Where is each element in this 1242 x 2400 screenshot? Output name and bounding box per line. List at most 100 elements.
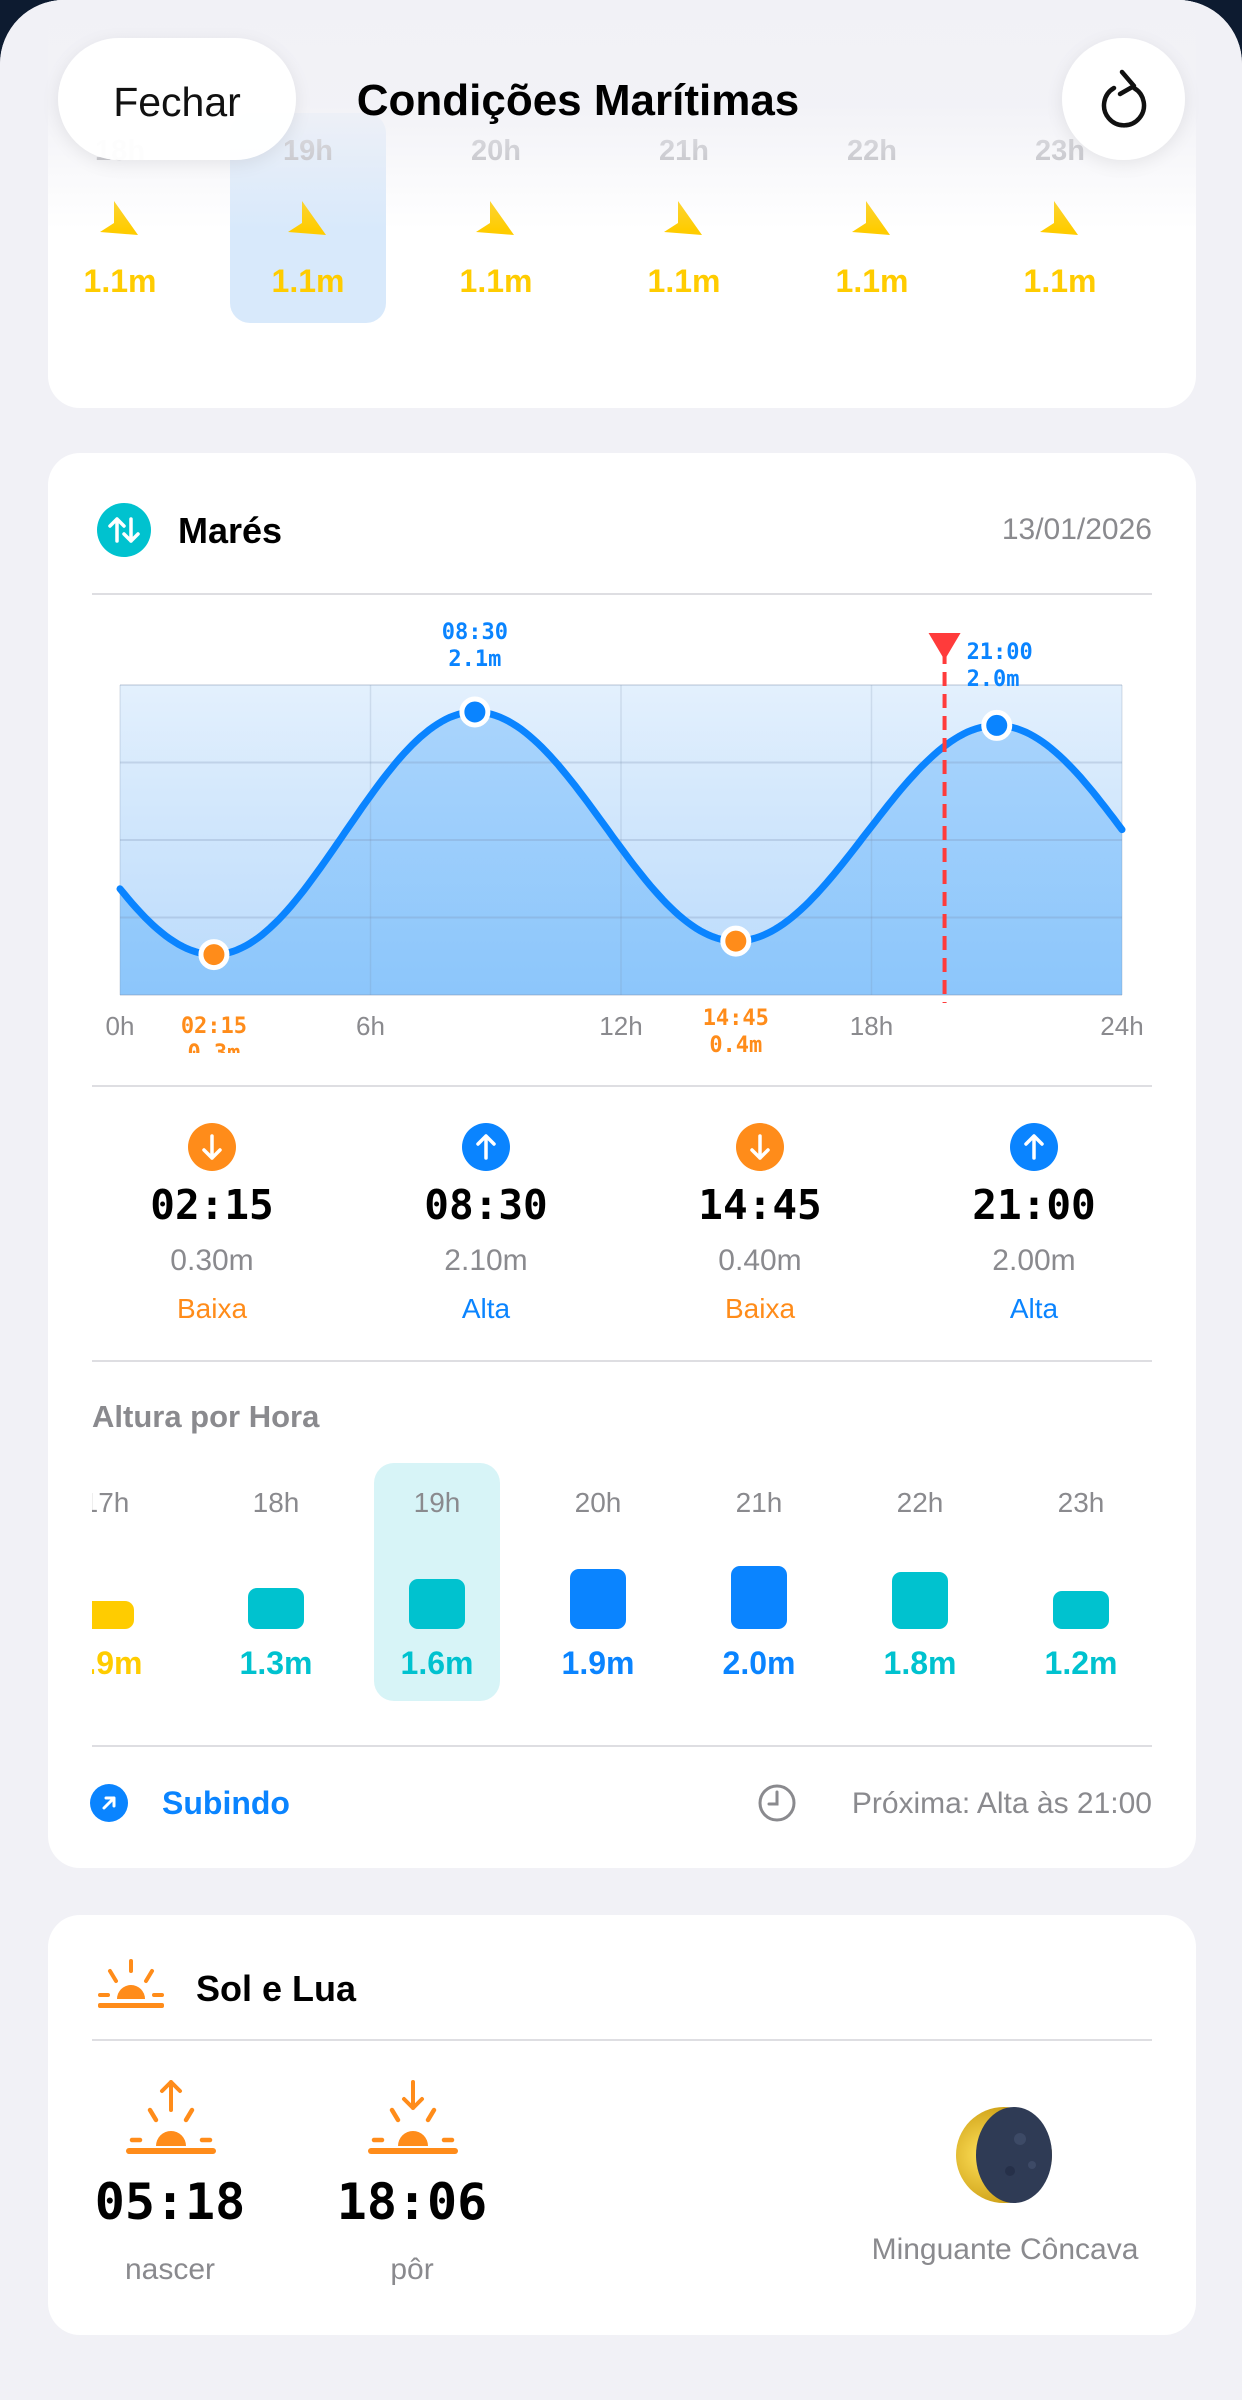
clock-icon	[758, 1784, 796, 1822]
tide-hour-label: 23h	[1057, 1487, 1105, 1518]
tide-event-time: 21:00	[972, 1181, 1096, 1229]
arrow-down-right-icon	[664, 201, 702, 235]
tides-card: Marés 13/01/2026 0h6h12h18h24h02:150.3m0…	[48, 453, 1196, 1868]
wave-hour-label: 20h	[471, 135, 521, 167]
tide-hour-bar	[892, 1572, 948, 1629]
wave-height: 1.1m	[459, 263, 533, 299]
moon-waning-crescent-icon	[956, 2107, 1052, 2203]
tide-event-height: 0.40m	[718, 1244, 802, 1277]
tide-hour-item[interactable]: 19h 1.6m	[374, 1463, 500, 1701]
sun-moon-card: Sol e Lua 05:18 nascer 18:06 pôr Minguan…	[48, 1915, 1196, 2335]
tide-hour-item[interactable]: 17h 0.9m	[92, 1463, 169, 1701]
tide-hour-value: 1.8m	[883, 1645, 957, 1681]
next-tide: Próxima: Alta às 21:00	[851, 1787, 1152, 1820]
point-time-label: 08:30	[442, 620, 508, 645]
sunrise-label: nascer	[124, 2253, 216, 2286]
arrow-up-circle-icon	[1010, 1123, 1058, 1171]
tide-hour-value: 1.6m	[400, 1645, 474, 1681]
sunrise-time: 05:18	[94, 2173, 246, 2231]
low-tide-point[interactable]	[720, 925, 752, 957]
tide-event-low: 02:15 0.30m Baixa	[82, 1121, 342, 1331]
tide-chart: 0h 6h 12h 18h 24h 02:15 0.3m 08:302.1m 14:450.4m…	[106, 620, 1144, 1053]
sunset-label: pôr	[390, 2253, 434, 2286]
high-tide-point[interactable]	[459, 696, 491, 728]
point-height-label: 2.0m	[967, 667, 1020, 692]
wave-height: 1.1m	[647, 263, 721, 299]
tide-hour-item[interactable]: 23h 1.2m	[1018, 1463, 1144, 1701]
point-height-label: 2.1m	[448, 647, 501, 672]
low-tide-point[interactable]	[198, 939, 230, 971]
tide-hour-value: 1.2m	[1044, 1645, 1118, 1681]
arrow-down-right-icon	[1040, 201, 1078, 235]
tide-hour-bar	[570, 1569, 626, 1629]
tide-event-low: 14:45 0.40m Baixa	[630, 1121, 890, 1331]
point-time-label: 14:45	[703, 1006, 769, 1031]
point-height-label: 0.3m	[187, 1041, 240, 1053]
tide-event-time: 02:15	[150, 1181, 274, 1229]
point-height-label: 0.4m	[709, 1033, 762, 1053]
x-tick-label: 12h	[599, 1011, 642, 1041]
arrow-clockwise-icon	[1101, 69, 1147, 128]
point-time-label: 21:00	[967, 640, 1033, 665]
tide-event-type: Alta	[461, 1293, 511, 1324]
tide-hour-value: 2.0m	[722, 1645, 796, 1681]
arrow-down-circle-icon	[736, 1123, 784, 1171]
wave-hour-item[interactable]: 22h 1.1m	[794, 113, 950, 323]
sunrise-icon	[126, 2080, 216, 2154]
wave-height: 1.1m	[271, 263, 345, 299]
tide-event-height: 2.00m	[992, 1244, 1076, 1277]
sunset-time: 18:06	[336, 2173, 488, 2231]
tide-hour-item[interactable]: 21h 2.0m	[696, 1463, 822, 1701]
sun-moon-title: Sol e Lua	[196, 1968, 357, 2009]
arrow-up-circle-icon	[462, 1123, 510, 1171]
tide-hour-item[interactable]: 18h 1.3m	[213, 1463, 339, 1701]
tide-event-time: 08:30	[424, 1181, 548, 1229]
arrow-down-circle-icon	[188, 1123, 236, 1171]
hourly-title: Altura por Hora	[92, 1399, 320, 1434]
arrow-down-right-icon	[852, 201, 890, 235]
tide-hour-label: 22h	[896, 1487, 944, 1518]
page-title: Condições Marítimas	[356, 76, 800, 125]
wave-hour-label: 22h	[847, 135, 897, 167]
arrow-up-right-circle-icon	[90, 1784, 128, 1822]
tide-hour-value: 1.3m	[239, 1645, 313, 1681]
tide-event-type: Baixa	[176, 1293, 248, 1324]
tide-hour-item[interactable]: 22h 1.8m	[857, 1463, 983, 1701]
tide-hour-label: 21h	[735, 1487, 783, 1518]
tide-event-height: 0.30m	[170, 1244, 254, 1277]
point-time-label: 02:15	[181, 1014, 247, 1039]
tide-hour-value: 1.9m	[561, 1645, 635, 1681]
divider	[92, 1745, 1152, 1747]
x-tick-label: 0h	[106, 1011, 135, 1041]
wave-hour-item[interactable]: 21h 1.1m	[606, 113, 762, 323]
x-tick-label: 24h	[1100, 1011, 1143, 1041]
wave-height: 1.1m	[83, 263, 157, 299]
tide-hour-bar	[248, 1588, 304, 1629]
tide-event-high: 21:00 2.00m Alta	[904, 1121, 1164, 1331]
sun-horizon-icon	[98, 1959, 164, 2008]
tide-hour-item[interactable]: 20h 1.9m	[535, 1463, 661, 1701]
refresh-button[interactable]	[1062, 38, 1185, 160]
tide-event-time: 14:45	[698, 1181, 822, 1229]
tide-event-high: 08:30 2.10m Alta	[356, 1121, 616, 1331]
tide-hour-label: 19h	[413, 1487, 461, 1518]
x-tick-label: 18h	[850, 1011, 893, 1041]
wave-hour-item[interactable]: 20h 1.1m	[418, 113, 574, 323]
wave-height: 1.1m	[835, 263, 909, 299]
divider	[92, 1085, 1152, 1087]
tide-hourly-row[interactable]: 17h 0.9m 18h 1.3m 19h 1.6m 20h 1.9m 21h 2.0m 22h 1.…	[92, 1463, 1152, 1723]
arrows-up-down-icon	[97, 503, 151, 557]
tide-line	[116, 708, 1126, 958]
tide-trend: Subindo	[162, 1785, 290, 1821]
tide-event-type: Alta	[1009, 1293, 1059, 1324]
divider	[92, 2039, 1152, 2041]
tide-hour-bar	[409, 1579, 465, 1629]
tide-hour-label: 18h	[252, 1487, 300, 1518]
arrow-down-right-icon	[288, 201, 326, 235]
tide-event-type: Baixa	[724, 1293, 796, 1324]
high-tide-point[interactable]	[981, 709, 1013, 741]
tide-hour-bar	[92, 1601, 134, 1629]
close-button[interactable]: Fechar	[58, 38, 296, 160]
tide-event-height: 2.10m	[444, 1244, 528, 1277]
